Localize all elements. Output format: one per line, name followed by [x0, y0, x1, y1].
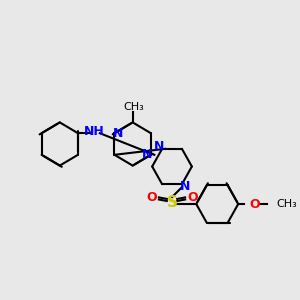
Text: O: O	[146, 190, 157, 204]
Text: N: N	[153, 140, 164, 153]
Text: O: O	[249, 197, 260, 211]
Text: N: N	[180, 180, 190, 193]
Text: N: N	[113, 127, 123, 140]
Text: NH: NH	[84, 125, 104, 138]
Text: O: O	[187, 190, 198, 204]
Text: N: N	[142, 148, 152, 161]
Text: CH₃: CH₃	[124, 102, 145, 112]
Text: CH₃: CH₃	[276, 199, 297, 209]
Text: S: S	[167, 195, 178, 210]
